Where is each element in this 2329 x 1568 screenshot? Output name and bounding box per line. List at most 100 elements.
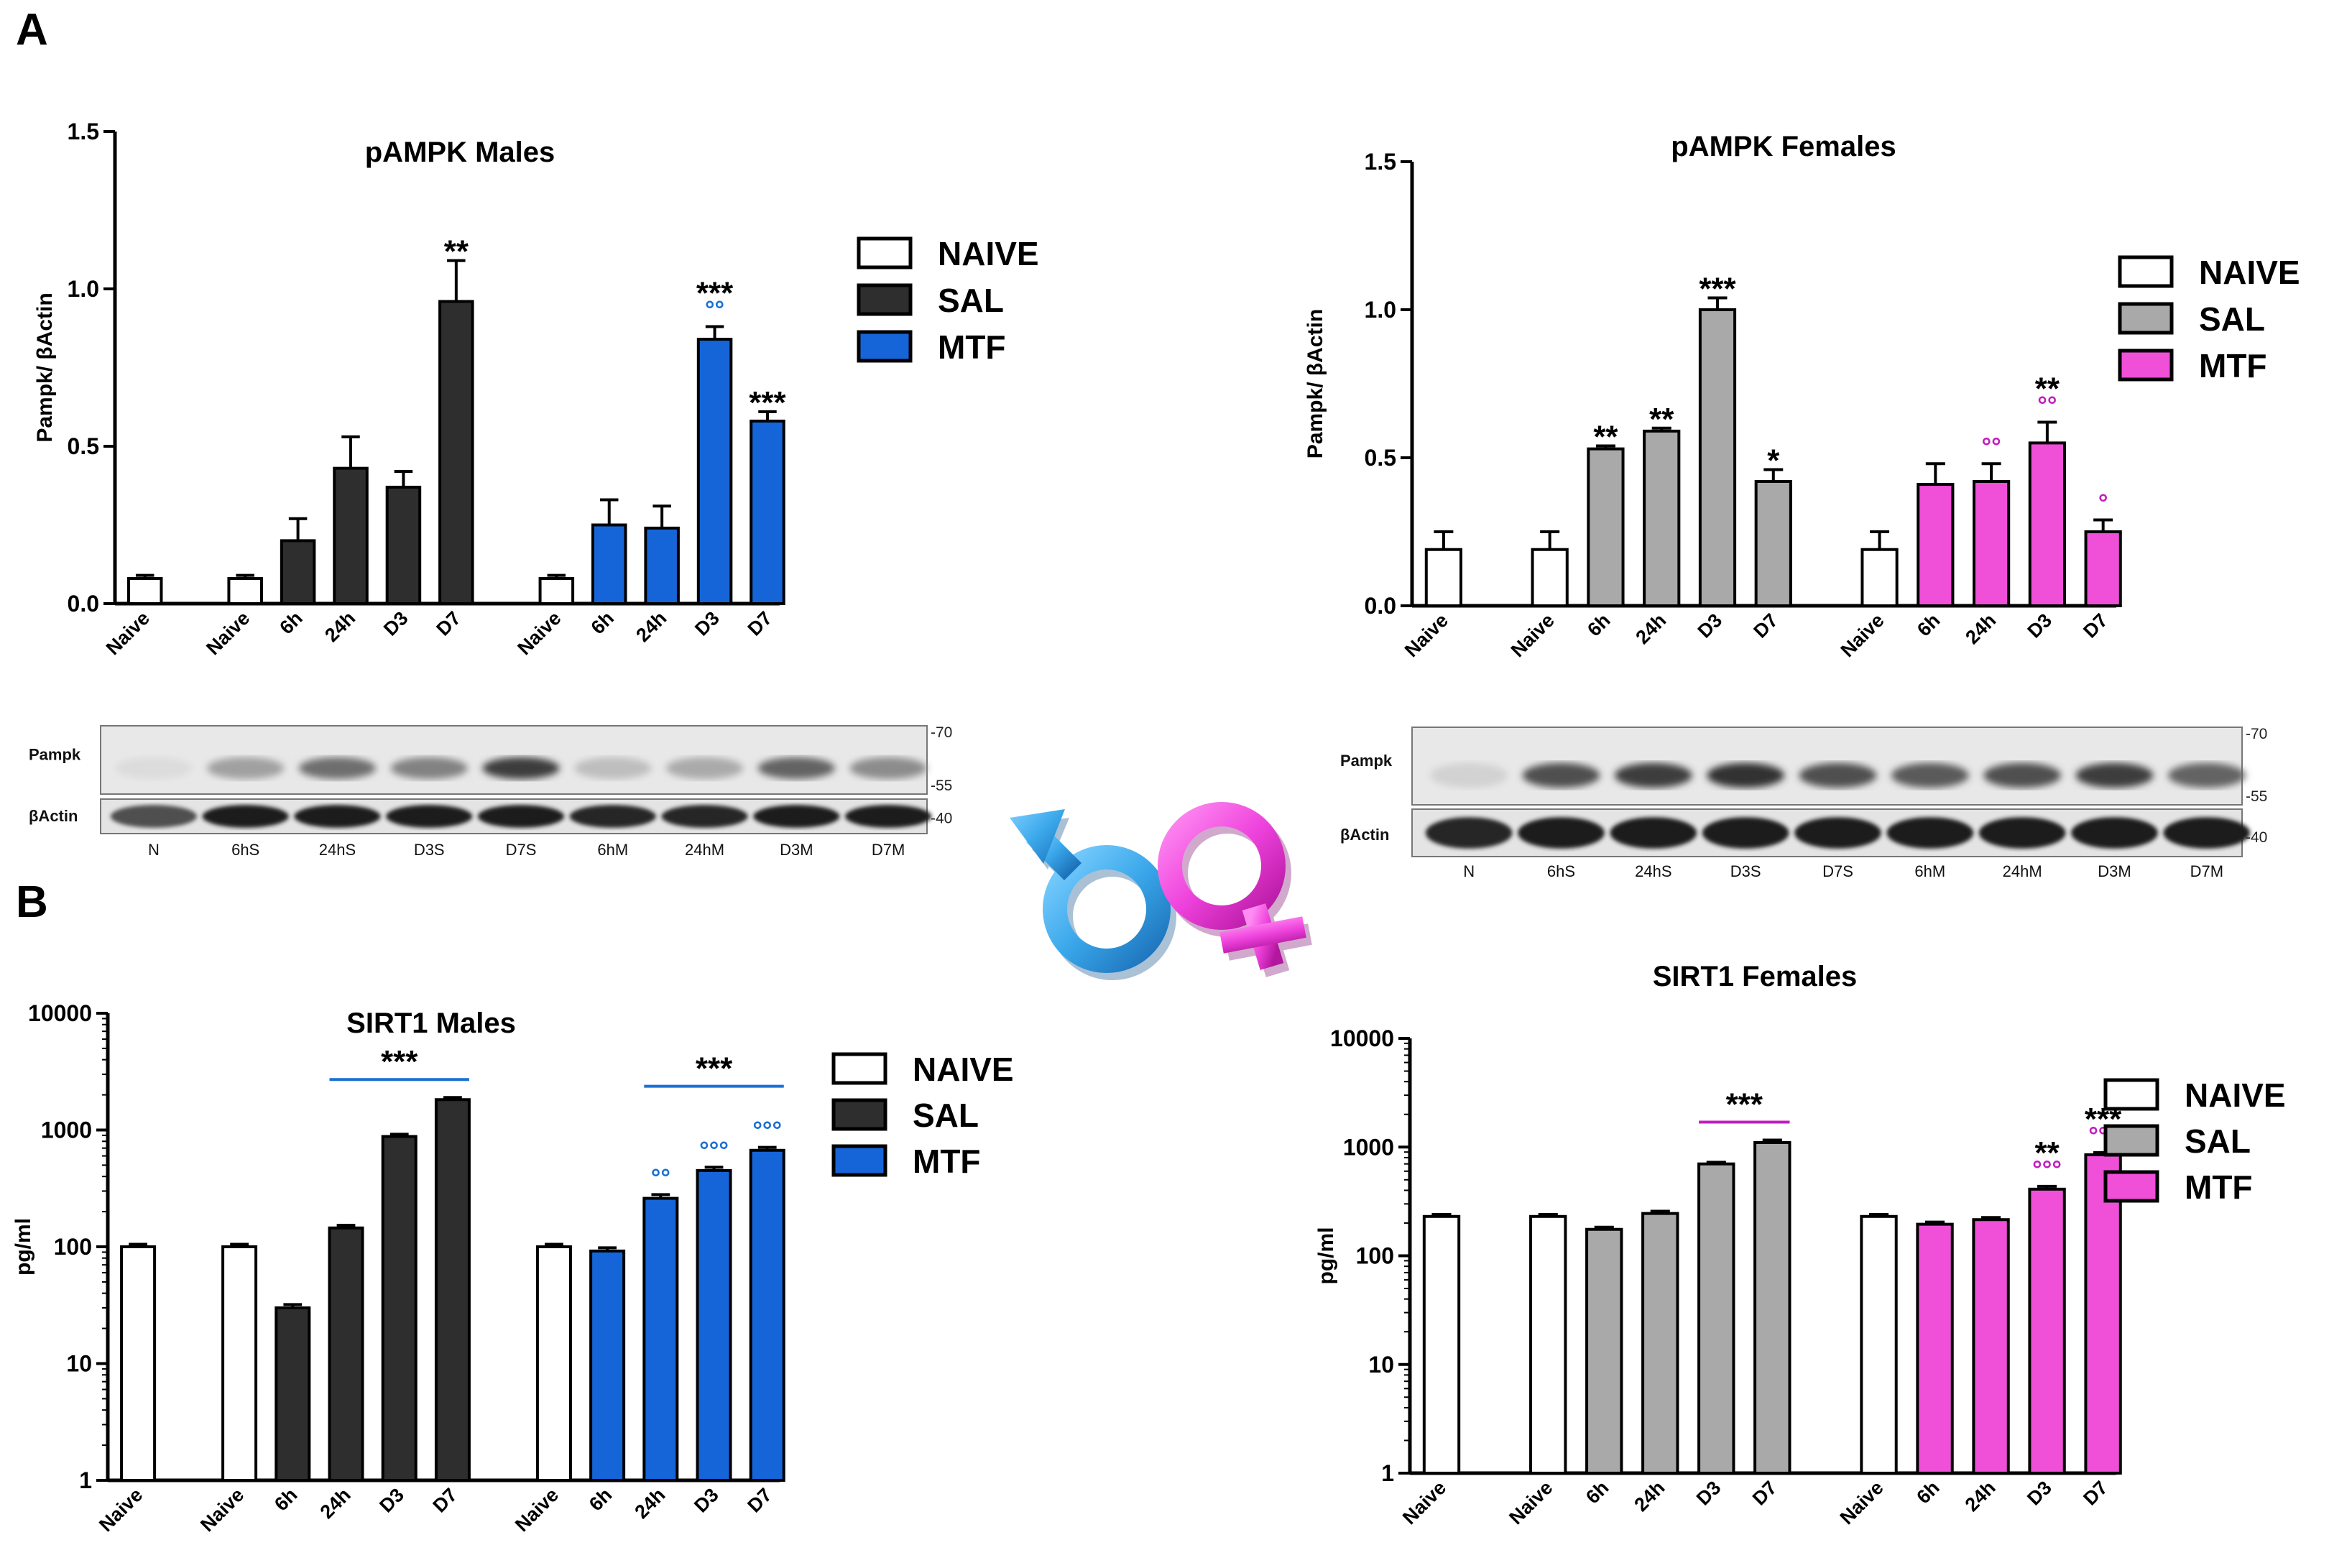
x-tick-label: D3 <box>1694 609 1727 642</box>
x-tick-label: 6h <box>275 607 306 638</box>
blot-mw-marker: -70 <box>2246 726 2267 742</box>
blot-band-actin <box>661 805 748 828</box>
female-symbol-icon <box>1158 802 1312 977</box>
significance-stars: *** <box>749 385 786 420</box>
x-tick-label: D7 <box>432 607 465 640</box>
y-tick-label: 1.0 <box>68 276 99 302</box>
blot-band-actin <box>1518 817 1605 849</box>
blot-band-pampk <box>1522 762 1600 788</box>
blot-band-actin <box>1978 817 2066 849</box>
blot-lane-label: D7M <box>872 841 905 859</box>
western-blot-males: Pampk βActin N 6hS 24hS D3S D7S 6hM 24hM D3M D7M -7… <box>29 724 952 859</box>
x-tick-label: Naive <box>1401 609 1452 661</box>
x-tick-label: 24h <box>320 607 359 646</box>
bar <box>1973 479 2011 608</box>
blot-lane-label: D7S <box>1822 862 1853 880</box>
y-tick-label: 1000 <box>1343 1134 1394 1160</box>
male-symbol-icon <box>1010 809 1176 980</box>
chart-pampk-females: pAMPK Females Pampk/ βActin 0.0 0.5 1.0 1.5 Na… <box>1304 131 2300 661</box>
y-tick-label: 0.5 <box>1365 445 1396 471</box>
blot-band-pampk <box>1799 762 1877 788</box>
legend-label-mtf: MTF <box>938 328 1006 366</box>
bar <box>328 1226 364 1482</box>
significance-stars: * <box>1767 443 1780 478</box>
blot-row-label-pampk: Pampk <box>1340 752 1393 770</box>
x-tick-label: Naive <box>95 1484 147 1536</box>
blot-lane-label: D3M <box>2098 862 2131 880</box>
chart-pampk-males: pAMPK Males Pampk/ βActin 0.0 0.5 1.0 1.5 Naiv… <box>33 119 1039 659</box>
x-tick-label: 24h <box>632 607 670 646</box>
legend-swatch-naive <box>2103 1078 2159 1111</box>
bar <box>2028 1187 2066 1475</box>
blot-band-pampk <box>2075 762 2154 788</box>
x-tick-label: D7 <box>1749 609 1782 642</box>
blot-band-actin <box>386 805 473 828</box>
y-tick-label: 10000 <box>1330 1025 1394 1051</box>
bar <box>2084 1153 2122 1475</box>
significance-circles: °°° <box>752 1117 782 1145</box>
x-tick-label: 6h <box>1582 1477 1613 1508</box>
legend-label-mtf: MTF <box>2199 347 2267 384</box>
blot-lane-label: 6hS <box>231 841 259 859</box>
legend-swatch-sal <box>831 1098 887 1131</box>
chart-title: pAMPK Females <box>1671 131 1896 162</box>
y-axis-label: Pampk/ βActin <box>33 292 57 442</box>
significance-circles: °° <box>2037 392 2057 420</box>
blot-lane-label: 6hS <box>1547 862 1575 880</box>
bar <box>1422 1214 1461 1475</box>
y-tick-label: 0.5 <box>68 433 99 459</box>
bar <box>1698 308 1737 607</box>
x-tick-label: 24h <box>1630 1477 1669 1516</box>
bracket-stars: *** <box>381 1044 418 1079</box>
y-tick-label: 1 <box>1381 1460 1394 1486</box>
blot-mw-marker: -55 <box>931 778 952 794</box>
bar <box>642 1196 679 1482</box>
blot-band-actin <box>1702 817 1789 849</box>
blot-band-actin <box>845 805 932 828</box>
y-tick-label: 10 <box>1368 1352 1394 1378</box>
bar <box>696 1168 732 1482</box>
bar <box>1753 1140 1791 1475</box>
x-tick-label: D3 <box>690 1484 723 1517</box>
legend-swatch-naive <box>857 236 913 269</box>
blot-lane-label: 24hM <box>685 841 724 859</box>
blot-band-actin <box>477 805 565 828</box>
blot-band-pampk <box>390 757 468 780</box>
x-tick-label: Naive <box>1837 609 1888 661</box>
y-tick-label: 1.0 <box>1365 297 1396 323</box>
legend-label-naive: NAIVE <box>2185 1076 2286 1114</box>
legend-swatch-mtf <box>2118 349 2174 382</box>
x-tick-label: Naive <box>102 607 154 659</box>
blot-band-actin <box>2071 817 2158 849</box>
legend-label-mtf: MTF <box>913 1143 981 1180</box>
significance-stars: ** <box>444 234 469 269</box>
bar <box>126 576 163 606</box>
x-tick-label: D7 <box>1748 1477 1781 1510</box>
bar <box>434 1098 471 1482</box>
blot-lane-label: D3M <box>780 841 813 859</box>
blot-lane-label: D3S <box>414 841 445 859</box>
blot-lane-label: D7S <box>506 841 537 859</box>
blot-band-pampk <box>2167 762 2246 788</box>
chart-title: pAMPK Males <box>365 137 555 168</box>
blot-band-actin <box>202 805 289 828</box>
blot-band-pampk <box>1707 762 1785 788</box>
x-tick-label: Naive <box>513 607 565 659</box>
blot-band-pampk <box>849 757 927 780</box>
y-tick-label: 0.0 <box>68 591 99 617</box>
bar <box>275 1306 311 1482</box>
blot-band-pampk <box>1614 762 1692 788</box>
bar <box>1972 1218 2010 1475</box>
blot-band-actin <box>569 805 656 828</box>
blot-lane-label: 24hM <box>2003 862 2042 880</box>
y-tick-label: 1000 <box>41 1117 92 1143</box>
blot-band-actin <box>110 805 197 828</box>
blot-band-pampk <box>1983 762 2062 788</box>
bar <box>2028 441 2067 608</box>
bar <box>280 539 316 606</box>
chart-sirt1-females: SIRT1 Females pg/ml 1 10 100 1000 10000 Naive Na… <box>1314 961 2286 1528</box>
x-tick-label: 6h <box>586 607 617 638</box>
blot-mw-marker: -40 <box>931 811 952 827</box>
blot-row-label-actin: βActin <box>1340 826 1389 844</box>
legend-swatch-naive <box>831 1052 887 1085</box>
